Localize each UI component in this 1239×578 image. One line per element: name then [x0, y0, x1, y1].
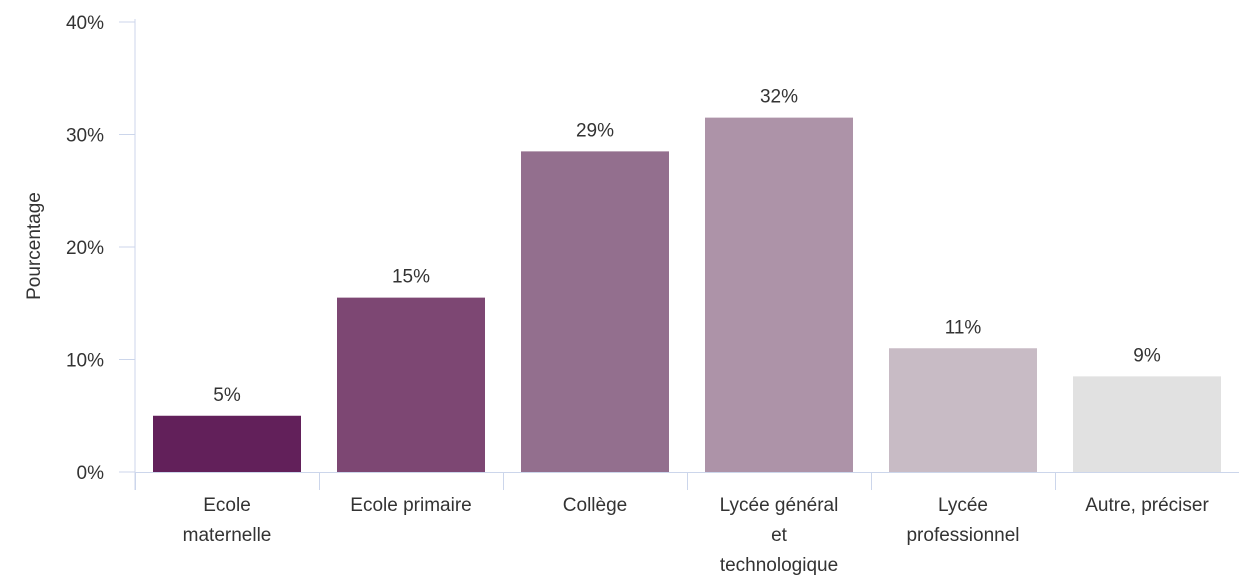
- y-axis-ticks: 0% 10% 20% 30% 40%: [66, 13, 135, 484]
- data-label: 11%: [945, 317, 982, 338]
- y-tick-label: 10%: [66, 351, 104, 372]
- bar: [1073, 376, 1221, 472]
- bar: [889, 348, 1037, 472]
- category-label: Collège: [563, 495, 627, 516]
- data-labels: 5% 15% 29% 32% 11% 9%: [213, 87, 1161, 406]
- y-tick-label: 40%: [66, 13, 104, 34]
- y-tick-label: 20%: [66, 238, 104, 259]
- bar: [521, 151, 669, 472]
- bar: [337, 297, 485, 472]
- data-label: 29%: [576, 120, 614, 141]
- category-label: maternelle: [183, 525, 272, 546]
- y-axis-title: Pourcentage: [24, 192, 45, 300]
- y-axis-title-group: Pourcentage: [24, 192, 45, 300]
- category-label: Lycée général: [720, 495, 839, 516]
- bar: [705, 117, 853, 472]
- bar: [153, 415, 301, 472]
- category-labels: Ecole maternelle Ecole primaire Collège Lycé…: [183, 495, 1210, 576]
- axes: [134, 19, 1239, 490]
- y-tick-label: 0%: [77, 463, 105, 484]
- bars: [153, 117, 1221, 472]
- category-label: Autre, préciser: [1085, 495, 1209, 516]
- category-label: Ecole: [203, 495, 251, 516]
- category-label: et: [771, 525, 788, 546]
- y-tick-label: 30%: [66, 126, 104, 147]
- category-label: technologique: [720, 555, 838, 576]
- category-label: professionnel: [906, 525, 1019, 546]
- category-label: Lycée: [938, 495, 988, 516]
- data-label: 9%: [1133, 345, 1161, 366]
- category-label: Ecole primaire: [350, 495, 471, 516]
- data-label: 32%: [760, 87, 798, 108]
- data-label: 15%: [392, 267, 430, 288]
- data-label: 5%: [213, 385, 241, 406]
